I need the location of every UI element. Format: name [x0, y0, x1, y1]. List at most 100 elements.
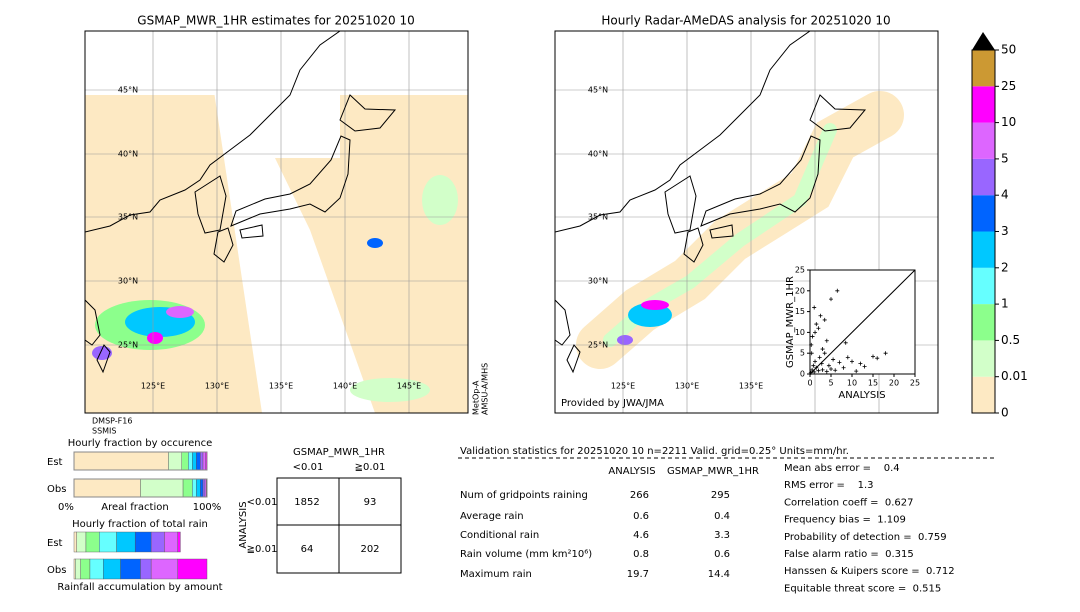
fraction-segment — [196, 451, 201, 471]
fraction-segment — [182, 478, 193, 498]
point — [833, 368, 838, 373]
fraction-segment — [73, 531, 77, 553]
cell: 19.7 — [627, 569, 649, 580]
lon-label: 130°E — [205, 382, 229, 391]
point — [809, 342, 814, 347]
colorbar-segment — [972, 86, 995, 123]
score: Frequency bias = 1.109 — [784, 515, 906, 526]
row-header: <0.01 — [247, 497, 278, 508]
point — [822, 351, 827, 356]
point — [831, 357, 836, 362]
col-header: ANALYSIS — [608, 466, 655, 477]
point — [854, 369, 859, 374]
fraction-segment — [116, 531, 136, 553]
point — [813, 330, 818, 335]
diagonal — [809, 269, 916, 375]
score: RMS error = 1.3 — [784, 480, 874, 491]
score: False alarm ratio = 0.315 — [784, 549, 914, 560]
credit: Provided by JWA/JMA — [561, 398, 664, 409]
y-tick-label: 0 — [800, 370, 805, 379]
table-title: GSMAP_MWR_1HR — [293, 447, 385, 458]
point — [858, 361, 863, 366]
fraction-segment — [140, 478, 184, 498]
row-axis: ANALYSIS — [238, 501, 249, 548]
score: Correlation coeff = 0.627 — [784, 497, 914, 508]
fraction-segment — [202, 451, 206, 471]
x-axis-label: ANALYSIS — [838, 390, 885, 401]
fraction-segment — [200, 478, 204, 498]
lat-label: 25°N — [588, 341, 608, 350]
lat-label: 35°N — [118, 213, 138, 222]
x-tick-label: 25 — [910, 379, 920, 388]
point — [809, 351, 814, 356]
point — [875, 356, 880, 361]
lon-label: 125°E — [141, 382, 165, 391]
row-label: Conditional rain — [460, 530, 539, 541]
colorbar-label: 5 — [1001, 151, 1009, 165]
col-header: GSMAP_MWR_1HR — [667, 466, 759, 477]
point — [810, 334, 815, 339]
fraction-segment — [76, 531, 87, 553]
lat-label: 40°N — [588, 150, 608, 159]
score: Hanssen & Kuipers score = 0.712 — [784, 566, 955, 577]
cell: 93 — [364, 497, 377, 508]
fraction-segment — [89, 558, 104, 580]
cell: 64 — [301, 544, 314, 555]
point — [845, 355, 850, 360]
point — [812, 305, 817, 310]
point — [820, 367, 825, 372]
cell: 4.6 — [633, 530, 649, 541]
fraction-segment — [134, 531, 152, 553]
fraction-segment — [168, 451, 182, 471]
point — [812, 369, 817, 374]
row-label: Rain volume (mm km²10⁶) — [460, 549, 592, 560]
point — [817, 355, 822, 360]
fraction-segment — [75, 558, 81, 580]
point — [871, 354, 875, 359]
cell: 1852 — [294, 497, 319, 508]
colorbar-label: 10 — [1001, 115, 1016, 129]
lat-label: 45°N — [118, 86, 138, 95]
cell: 0.6 — [714, 549, 730, 560]
colorbar-segment — [972, 122, 995, 159]
point — [862, 364, 867, 369]
fraction-segment — [181, 451, 189, 471]
left-map — [85, 31, 468, 413]
lon-label: 135°E — [269, 382, 293, 391]
fraction-segment — [140, 558, 152, 580]
stats-header: Validation statistics for 20251020 10 n=… — [460, 446, 849, 457]
x-tick-label: 20 — [889, 379, 899, 388]
colorbar-label: 0 — [1001, 406, 1009, 420]
lat-label: 45°N — [588, 86, 608, 95]
caption: Rainfall accumulation by amount — [57, 582, 222, 593]
fraction-segment — [103, 558, 121, 580]
axis-label: 100% — [193, 502, 222, 513]
panel-title: Hourly fraction of total rain — [72, 519, 208, 530]
lat-label: 40°N — [118, 150, 138, 159]
lon-label: 125°E — [611, 382, 635, 391]
fraction-segment — [202, 478, 206, 498]
row-label: Num of gridpoints raining — [460, 490, 588, 501]
fraction-segment — [80, 558, 91, 580]
point — [824, 338, 829, 343]
colorbar-extend — [972, 32, 995, 50]
score: Equitable threat score = 0.515 — [784, 583, 941, 594]
fraction-segment — [188, 451, 193, 471]
point — [816, 326, 821, 331]
fraction-segment — [192, 478, 197, 498]
x-tick-label: 10 — [847, 379, 857, 388]
lat-label: 30°N — [588, 277, 608, 286]
point — [813, 359, 818, 364]
axis-label: Areal fraction — [101, 502, 168, 513]
point — [841, 365, 846, 370]
cell: 202 — [360, 544, 379, 555]
sensor: DMSP-F16 — [92, 417, 132, 426]
row-label: Average rain — [460, 511, 524, 522]
y-tick-label: 5 — [800, 349, 805, 358]
point — [820, 347, 825, 352]
lat-label: 25°N — [118, 341, 138, 350]
point — [808, 370, 813, 375]
fraction-segment — [196, 478, 201, 498]
point — [835, 288, 840, 293]
score: Probability of detection = 0.759 — [784, 532, 947, 543]
